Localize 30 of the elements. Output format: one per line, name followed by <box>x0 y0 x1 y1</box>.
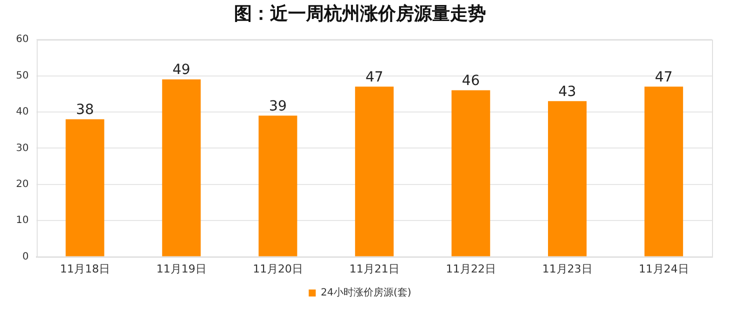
y-tick-label: 20 <box>16 178 29 190</box>
data-label: 47 <box>365 69 384 86</box>
bar <box>452 90 490 256</box>
y-tick-label: 60 <box>16 34 29 46</box>
x-tick-label: 11月23日 <box>542 262 592 276</box>
x-tick-label: 11月22日 <box>446 262 496 276</box>
data-label: 43 <box>558 84 576 100</box>
x-tick-label: 11月20日 <box>252 262 303 276</box>
bar <box>355 86 394 256</box>
y-tick-label: 10 <box>16 215 29 226</box>
data-label: 38 <box>76 102 94 118</box>
data-label: 47 <box>654 69 673 86</box>
y-tick-label: 50 <box>16 70 29 82</box>
bar <box>548 101 587 256</box>
y-tick-label: 40 <box>16 106 29 118</box>
x-tick-label: 11月24日 <box>638 262 689 276</box>
x-tick-label: 11月21日 <box>349 262 400 276</box>
data-label: 46 <box>462 72 480 89</box>
bar <box>162 79 201 256</box>
y-tick-label: 30 <box>16 142 29 154</box>
chart-title: 图：近一周杭州涨价房源量走势 <box>234 3 486 24</box>
x-tick-label: 11月18日 <box>60 262 110 276</box>
bar <box>644 86 684 256</box>
data-label: 49 <box>172 62 190 78</box>
bar <box>66 119 104 256</box>
legend-label: 24小时涨价房源(套) <box>320 286 412 299</box>
y-tick-label: 0 <box>22 251 29 262</box>
bar <box>258 116 298 256</box>
data-label: 39 <box>268 98 287 114</box>
x-tick-label: 11月19日 <box>156 262 206 276</box>
